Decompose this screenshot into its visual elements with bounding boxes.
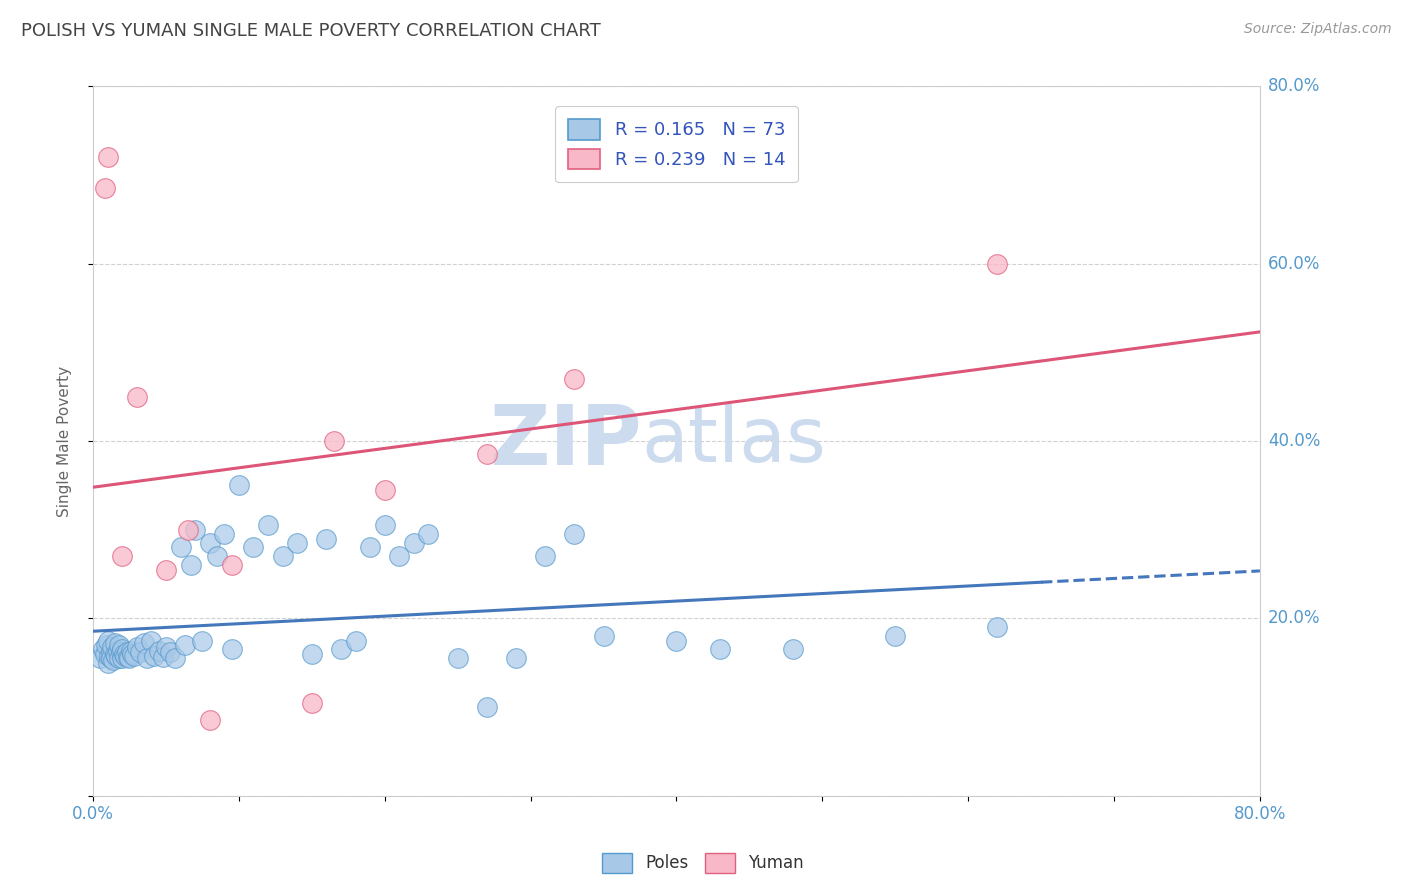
Point: [110, 645, 132, 659]
Point: [111, 642, 134, 657]
Point: [221, 558, 243, 573]
Y-axis label: Single Male Poverty: Single Male Poverty: [58, 366, 72, 516]
Text: 80.0%: 80.0%: [1268, 78, 1320, 95]
Point: [120, 644, 142, 658]
Point: [97, 656, 120, 670]
Point: [117, 649, 139, 664]
Point: [91, 642, 114, 657]
Point: [125, 390, 148, 404]
Text: 20.0%: 20.0%: [1268, 609, 1320, 627]
Point: [159, 645, 181, 659]
Text: POLISH VS YUMAN SINGLE MALE POVERTY CORRELATION CHART: POLISH VS YUMAN SINGLE MALE POVERTY CORR…: [21, 22, 600, 40]
Point: [198, 536, 221, 550]
Point: [180, 558, 202, 573]
Point: [330, 642, 353, 657]
Point: [93, 181, 115, 195]
Point: [112, 647, 135, 661]
Point: [125, 640, 148, 654]
Point: [592, 629, 614, 643]
Point: [103, 653, 125, 667]
Point: [475, 700, 498, 714]
Point: [562, 372, 585, 386]
Point: [94, 638, 117, 652]
Point: [141, 633, 163, 648]
Point: [191, 633, 214, 648]
Point: [122, 648, 145, 663]
Text: Source: ZipAtlas.com: Source: ZipAtlas.com: [1244, 22, 1392, 37]
Point: [505, 651, 527, 665]
Point: [242, 541, 264, 555]
Point: [105, 648, 128, 663]
Text: ZIP: ZIP: [489, 401, 641, 482]
Point: [121, 647, 143, 661]
Point: [132, 636, 155, 650]
Point: [782, 642, 804, 657]
Point: [986, 620, 1008, 634]
Point: [315, 532, 337, 546]
Legend: R = 0.165   N = 73, R = 0.239   N = 14: R = 0.165 N = 73, R = 0.239 N = 14: [555, 106, 797, 182]
Point: [322, 434, 344, 449]
Point: [184, 523, 207, 537]
Point: [97, 150, 120, 164]
Point: [271, 549, 294, 564]
Point: [228, 478, 250, 492]
Point: [148, 644, 170, 658]
Point: [97, 633, 120, 648]
Point: [104, 636, 127, 650]
Point: [257, 518, 280, 533]
Point: [155, 640, 177, 654]
Point: [100, 651, 122, 665]
Point: [709, 642, 731, 657]
Point: [374, 518, 396, 533]
Point: [402, 536, 425, 550]
Point: [169, 541, 191, 555]
Point: [108, 638, 131, 652]
Point: [108, 651, 131, 665]
Point: [359, 541, 381, 555]
Point: [214, 527, 236, 541]
Point: [301, 696, 323, 710]
Point: [111, 549, 134, 564]
Point: [118, 651, 141, 665]
Point: [163, 651, 186, 665]
Point: [447, 651, 470, 665]
Point: [115, 645, 138, 659]
Point: [111, 651, 134, 665]
Point: [285, 536, 308, 550]
Point: [475, 447, 498, 461]
Point: [136, 651, 159, 665]
Point: [221, 642, 243, 657]
Point: [89, 651, 111, 665]
Point: [104, 647, 127, 661]
Text: 60.0%: 60.0%: [1268, 255, 1320, 273]
Point: [205, 549, 228, 564]
Point: [418, 527, 440, 541]
Point: [101, 640, 124, 654]
Point: [114, 648, 136, 663]
Point: [174, 638, 197, 652]
Point: [98, 648, 121, 663]
Point: [155, 563, 177, 577]
Point: [198, 714, 221, 728]
Point: [177, 523, 200, 537]
Point: [534, 549, 557, 564]
Point: [562, 527, 585, 541]
Point: [107, 644, 129, 658]
Text: 40.0%: 40.0%: [1268, 432, 1320, 450]
Point: [143, 648, 166, 663]
Point: [152, 649, 174, 664]
Point: [93, 647, 115, 661]
Legend: Poles, Yuman: Poles, Yuman: [595, 847, 811, 880]
Text: atlas: atlas: [641, 404, 827, 478]
Point: [986, 257, 1008, 271]
Point: [884, 629, 907, 643]
Point: [301, 647, 323, 661]
Point: [665, 633, 688, 648]
Point: [374, 483, 396, 497]
Point: [388, 549, 411, 564]
Point: [128, 645, 150, 659]
Point: [344, 633, 367, 648]
Point: [100, 645, 122, 659]
